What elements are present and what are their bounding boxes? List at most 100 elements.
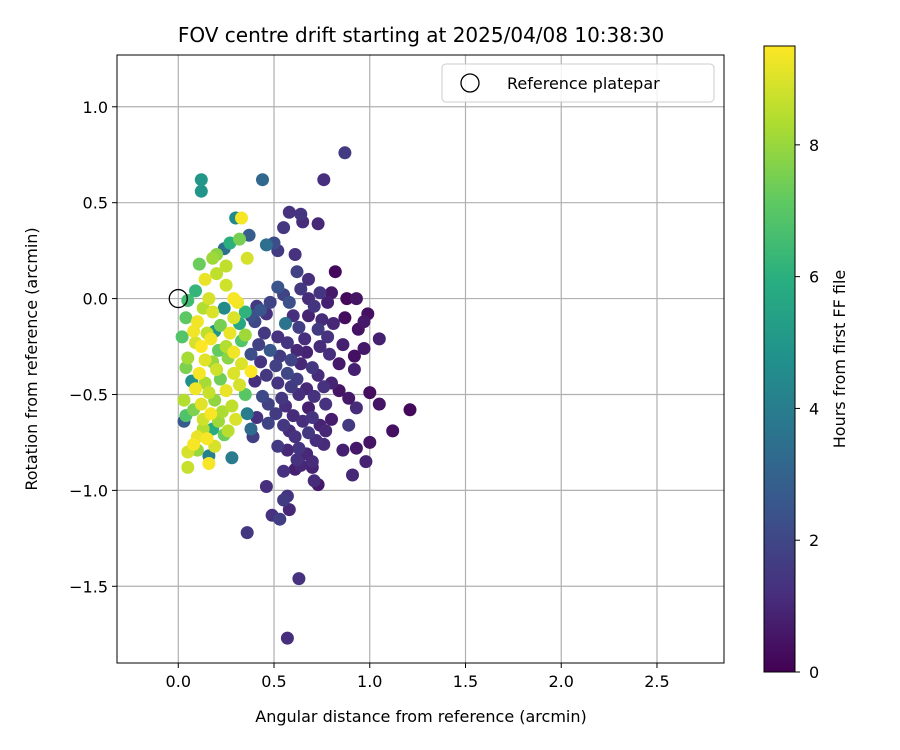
scatter-point (359, 455, 373, 469)
y-tick-label: 0.5 (83, 194, 108, 213)
scatter-point (282, 205, 296, 219)
x-axis-ticks: 0.0 0.5 1.0 1.5 2.0 2.5 (166, 663, 670, 691)
scatter-point (227, 292, 241, 306)
scatter-point (325, 412, 338, 426)
scatter-point (319, 424, 333, 438)
scatter-point (286, 409, 300, 423)
scatter-point (321, 330, 335, 344)
legend-marker-reference (460, 73, 480, 93)
scatter-point (252, 338, 266, 352)
scatter-point (305, 455, 319, 469)
scatter-point (313, 340, 327, 353)
scatter-point (305, 411, 319, 424)
scatter-point (363, 386, 377, 400)
scatter-point (238, 328, 252, 342)
scatter-point (290, 372, 304, 386)
scatter-point (240, 251, 254, 265)
scatter-point (338, 146, 352, 160)
scatter-point (210, 267, 224, 281)
scatter-point (271, 439, 285, 453)
scatter-point (277, 493, 291, 507)
scatter-point (198, 272, 212, 286)
scatter-point (292, 320, 306, 334)
x-tick-label: 2.5 (644, 672, 669, 691)
scatter-point (213, 318, 227, 332)
y-tick-label: −1.0 (69, 481, 108, 500)
scatter-point (294, 282, 308, 296)
colorbar-tick-label: 4 (809, 399, 819, 418)
scatter-point (290, 343, 304, 357)
scatter-point (202, 457, 216, 470)
scatter-point (181, 351, 195, 365)
scatter-point (332, 357, 346, 371)
x-tick-label: 1.0 (357, 672, 382, 691)
plot-frame (116, 54, 725, 664)
scatter-point (257, 326, 271, 340)
scatter-point (271, 280, 285, 294)
legend: Reference platepar (441, 63, 715, 103)
scatter-point (290, 453, 304, 467)
scatter-point (372, 332, 386, 346)
scatter-point (179, 311, 193, 325)
scatter-point (189, 284, 202, 298)
colorbar-tick-label: 0 (809, 663, 819, 682)
scatter-point (194, 173, 208, 187)
chart-title: FOV centre drift starting at 2025/04/08 … (178, 23, 664, 47)
scatter-point (336, 338, 350, 352)
scatter-point (227, 345, 241, 359)
scatter-point (307, 299, 321, 313)
legend-label: Reference platepar (507, 74, 660, 93)
scatter-point (313, 286, 327, 300)
scatter-point (280, 366, 294, 380)
scatter-point (338, 311, 352, 325)
scatter-point (223, 326, 237, 340)
scatter-point (273, 512, 287, 526)
scatter-point (311, 322, 325, 336)
scatter-point (321, 295, 335, 309)
y-tick-label: −1.5 (69, 577, 108, 596)
scatter-point (328, 265, 342, 279)
scatter-point (342, 391, 356, 405)
scatter-point (403, 403, 417, 417)
scatter-point (279, 317, 292, 330)
scatter-point (357, 342, 371, 355)
scatter-point (271, 330, 285, 344)
scatter-point (235, 211, 248, 225)
scatter-point (225, 451, 239, 465)
scatter-point (347, 363, 361, 376)
scatter-point (282, 295, 296, 309)
scatter-point (200, 432, 214, 446)
scatter-point (256, 173, 269, 187)
scatter-point (347, 349, 361, 363)
reference-platepar-marker (168, 288, 188, 309)
scatter-point (194, 397, 208, 411)
scatter-point (288, 248, 302, 261)
scatter-point (372, 397, 386, 411)
scatter-point (235, 357, 248, 371)
scatter-point (181, 294, 195, 307)
scatter-point (349, 292, 363, 306)
x-tick-label: 2.0 (549, 672, 574, 691)
scatter-point (238, 305, 252, 319)
scatter-point (210, 363, 224, 376)
legend-box (441, 63, 715, 103)
x-tick-label: 1.5 (453, 672, 478, 691)
scatter-point (284, 353, 298, 367)
y-axis-ticks: 1.0 0.5 0.0 −0.5 −1.0 −1.5 (69, 98, 117, 596)
scatter-point (336, 443, 350, 457)
scatter-point (317, 173, 331, 187)
scatter-point (305, 361, 319, 375)
data-points (168, 146, 417, 645)
scatter-point (298, 332, 312, 346)
scatter-point (288, 430, 302, 444)
scatter-point (357, 315, 371, 329)
y-tick-label: −0.5 (69, 385, 108, 404)
colorbar-label: Hours from first FF file (830, 270, 849, 449)
scatter-point (323, 347, 336, 361)
scatter-point (307, 389, 321, 403)
scatter-point (225, 399, 239, 413)
colorbar-tick-label: 2 (809, 531, 819, 550)
scatter-point (292, 572, 306, 586)
